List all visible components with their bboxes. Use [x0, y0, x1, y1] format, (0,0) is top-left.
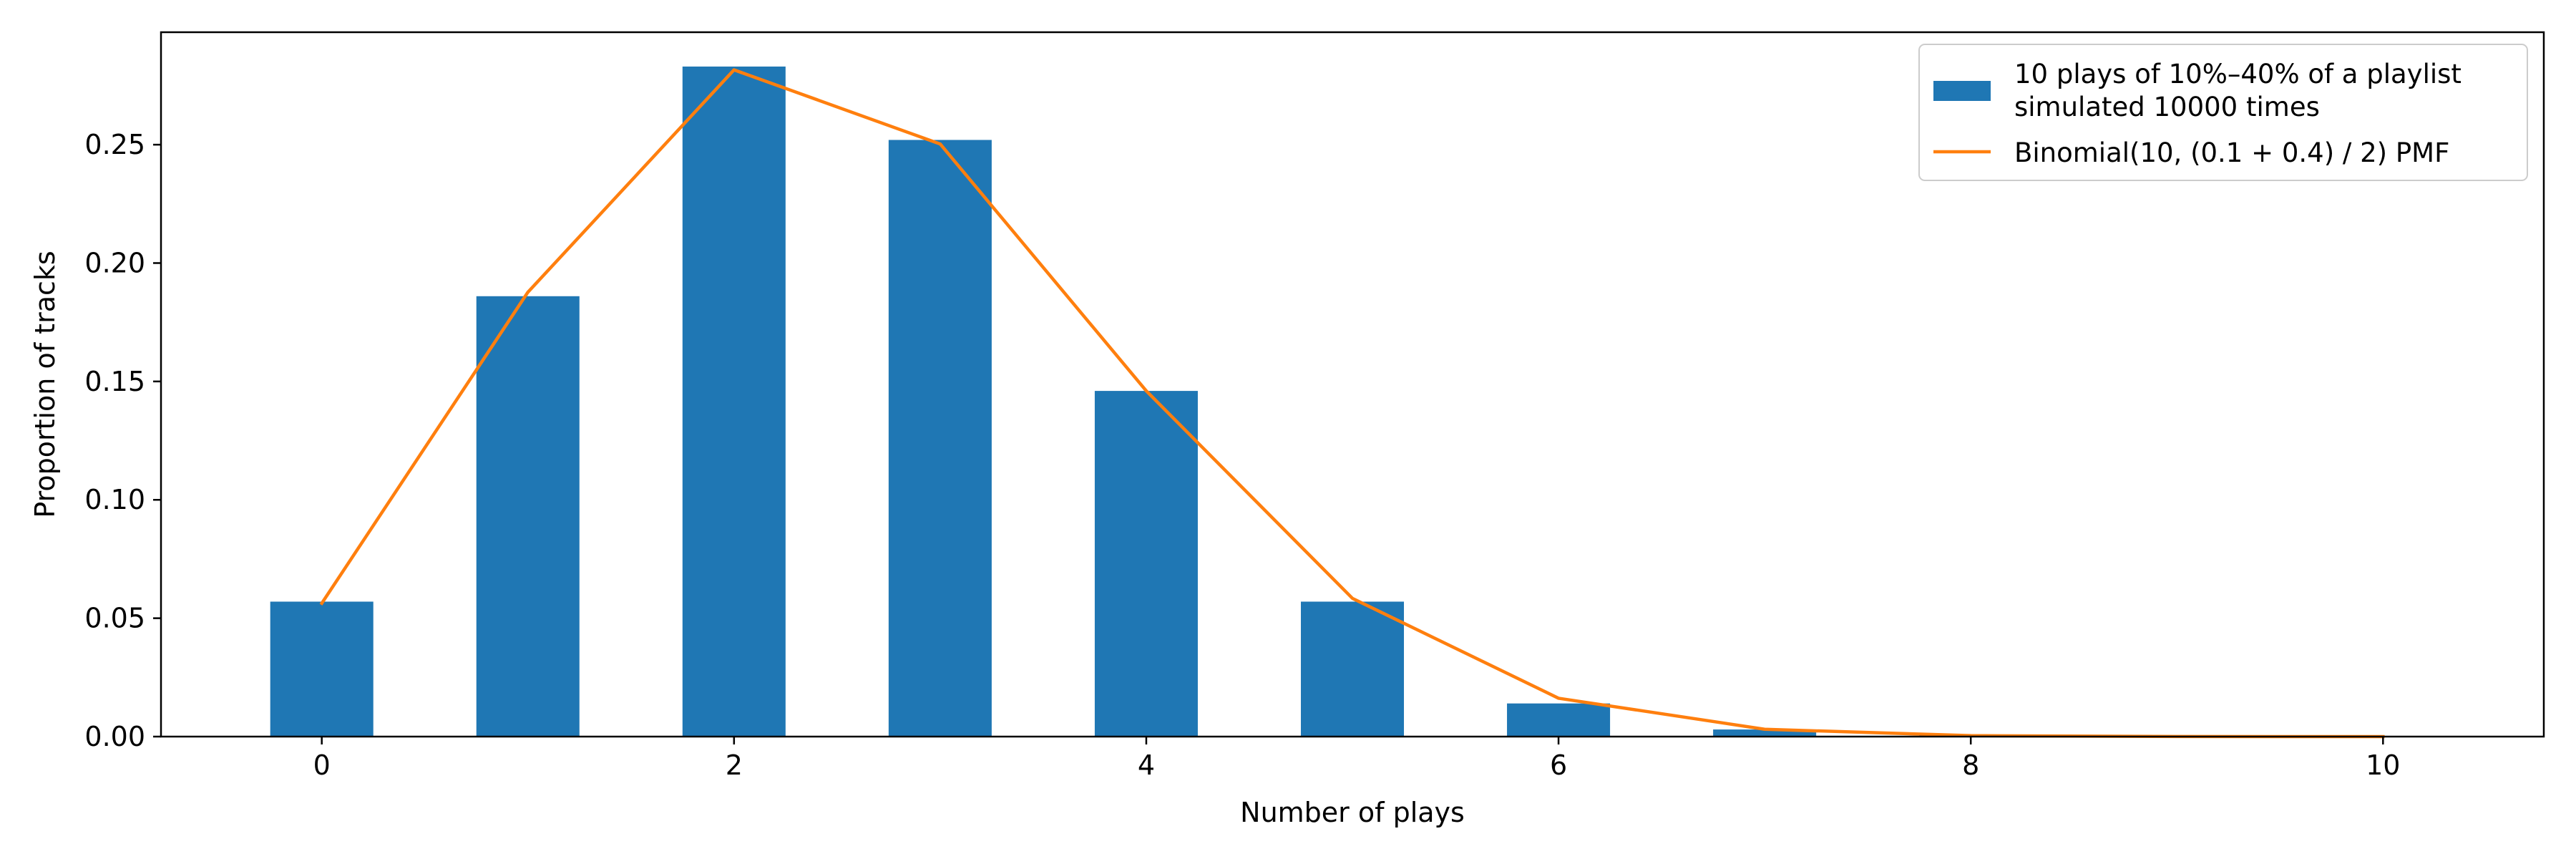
x-axis-ticks: 0 2 4 6 8 10 [313, 737, 2400, 781]
x-tick-label-2: 2 [726, 749, 743, 781]
bar-5 [1300, 601, 1405, 737]
y-axis-ticks: 0.00 0.05 0.10 0.15 0.20 0.25 [84, 129, 161, 752]
y-tick-label-1: 0.05 [84, 603, 145, 634]
x-tick-label-4: 4 [1138, 749, 1155, 781]
bar-2 [682, 66, 786, 737]
x-tick-label-0: 0 [313, 749, 331, 781]
y-tick-label-3: 0.15 [84, 366, 145, 397]
x-tick-label-6: 6 [1550, 749, 1567, 781]
bar-0 [270, 601, 374, 737]
y-tick-label-2: 0.10 [84, 484, 145, 515]
plot-area-frame [160, 31, 2545, 738]
legend-bar-label: 10 plays of 10%–40% of a playlist simula… [2014, 59, 2470, 122]
bar-3 [888, 140, 992, 737]
legend-box [1918, 44, 2528, 181]
y-axis-label: Proportion of tracks [29, 251, 61, 518]
legend-bar-label-line-1: 10 plays of 10%–40% of a playlist [2014, 59, 2462, 89]
legend-bar-swatch [1933, 81, 1991, 101]
legend-bar-label-line-2: simulated 10000 times [2014, 92, 2320, 122]
bar-7 [1713, 729, 1817, 737]
bar-series [270, 66, 2229, 737]
y-tick-label-5: 0.25 [84, 129, 145, 160]
bar-6 [1507, 703, 1611, 737]
bar-4 [1094, 391, 1198, 737]
x-tick-label-8: 8 [1962, 749, 1979, 781]
x-tick-label-10: 10 [2366, 749, 2400, 781]
y-tick-label-0: 0.00 [84, 721, 145, 752]
legend: 10 plays of 10%–40% of a playlist simula… [1918, 44, 2528, 181]
legend-line-label: Binomial(10, (0.1 + 0.4) / 2) PMF [2014, 137, 2449, 168]
bar-1 [476, 296, 580, 737]
x-axis-label: Number of plays [1240, 797, 1465, 828]
y-tick-label-4: 0.20 [84, 247, 145, 278]
